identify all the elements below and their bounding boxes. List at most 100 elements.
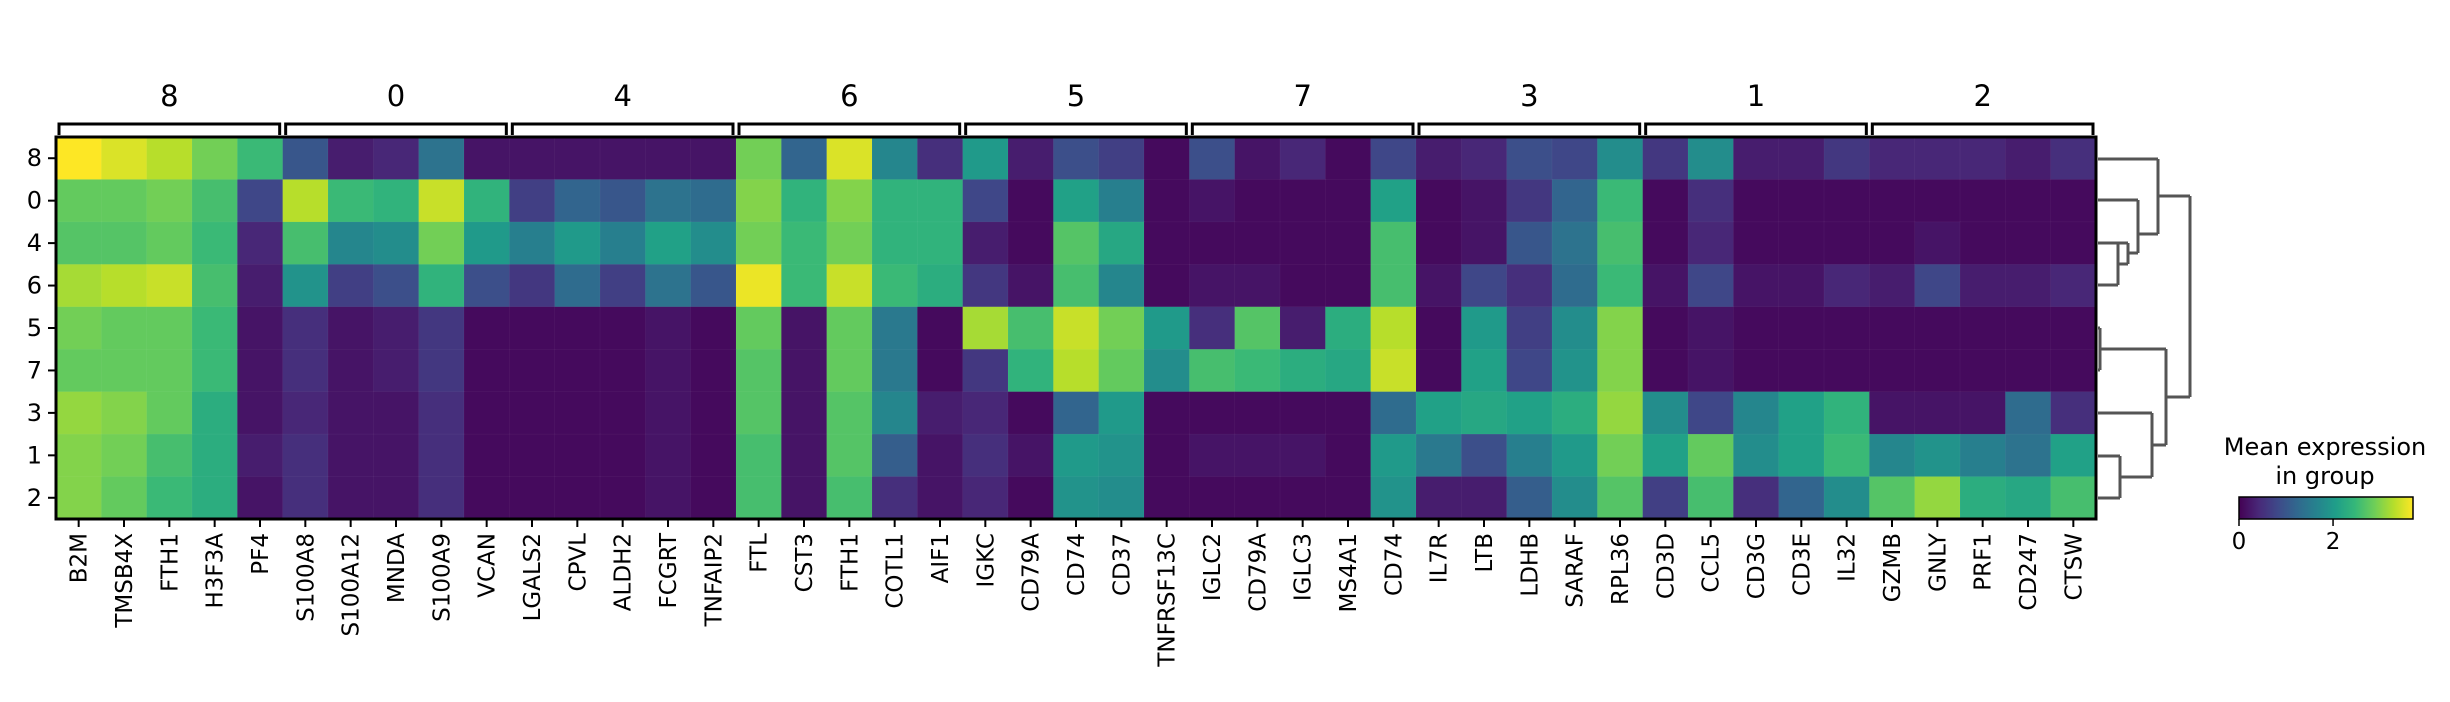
group-label: 1: [1747, 79, 1765, 113]
heatmap-cell: [418, 136, 465, 181]
heatmap-cell: [1687, 391, 1735, 435]
heatmap-cell: [327, 179, 375, 223]
heatmap-cell: [1687, 179, 1735, 223]
heatmap-cell: [554, 348, 601, 393]
heatmap-cell: [282, 136, 329, 181]
heatmap-cell: [645, 221, 692, 266]
heatmap-cell: [1642, 264, 1689, 308]
column-label: S100A12: [339, 533, 365, 637]
heatmap-cell: [1234, 348, 1281, 393]
heatmap-cell: [1551, 433, 1599, 478]
column-label: LTB: [1472, 533, 1498, 572]
column-label: FCGRT: [656, 532, 682, 608]
heatmap-cell: [645, 264, 692, 308]
column-label: IGLC3: [1291, 533, 1317, 601]
group-label: 7: [1293, 79, 1311, 113]
column-label: TNFAIP2: [701, 533, 727, 627]
heatmap-cell: [1143, 306, 1191, 351]
heatmap-cell: [2050, 179, 2097, 223]
heatmap-cell: [373, 348, 420, 393]
heatmap-cell: [1234, 391, 1281, 435]
heatmap-cell: [554, 306, 601, 351]
heatmap-cell: [1053, 221, 1100, 266]
column-label: FTL: [747, 533, 773, 573]
heatmap-cell: [554, 476, 601, 520]
colorbar-tick-label: 2: [2326, 529, 2341, 555]
heatmap-cell: [554, 136, 601, 181]
heatmap-cell: [146, 306, 193, 351]
heatmap-cell: [373, 221, 420, 266]
column-label: IL7R: [1427, 533, 1453, 583]
heatmap-cell: [373, 136, 420, 181]
row-label: 1: [27, 441, 42, 469]
column-label: H3F3A: [203, 533, 229, 609]
heatmap-cell: [781, 221, 828, 266]
column-label: RPL36: [1608, 533, 1634, 605]
heatmap-cell: [463, 348, 511, 393]
column-label: CD74: [1064, 533, 1090, 596]
heatmap-cell: [1098, 348, 1145, 393]
heatmap-cell: [1778, 476, 1825, 520]
heatmap-cell: [1506, 433, 1553, 478]
heatmap-cell: [101, 179, 148, 223]
column-label: GNLY: [1925, 532, 1951, 592]
group-label: 6: [840, 79, 858, 113]
heatmap-cell: [1279, 476, 1327, 520]
heatmap-cell: [101, 476, 148, 520]
heatmap-cell: [2050, 221, 2097, 266]
heatmap-cell: [1551, 306, 1599, 351]
heatmap-cell: [781, 264, 828, 308]
heatmap-cells: [55, 136, 2097, 520]
heatmap-cell: [373, 433, 420, 478]
heatmap-cell: [599, 433, 647, 478]
heatmap-cell: [1823, 221, 1871, 266]
column-label: CST3: [792, 533, 818, 592]
heatmap-cell: [1733, 476, 1780, 520]
colorbar-title-line1: Mean expression: [2224, 433, 2426, 461]
group-label: 4: [613, 79, 631, 113]
heatmap-cell: [1098, 433, 1145, 478]
heatmap-cell: [962, 264, 1009, 308]
heatmap-cell: [237, 221, 284, 266]
heatmap-cell: [781, 391, 828, 435]
heatmap-cell: [962, 221, 1009, 266]
heatmap-cell: [1370, 433, 1417, 478]
column-label: CD79A: [1019, 533, 1045, 612]
heatmap-cell: [1642, 179, 1689, 223]
heatmap-cell: [237, 179, 284, 223]
heatmap-cell: [2005, 433, 2052, 478]
heatmap-cell: [1687, 136, 1735, 181]
heatmap-cell: [599, 306, 647, 351]
heatmap-cell: [917, 179, 964, 223]
heatmap-cell: [1687, 476, 1735, 520]
heatmap-cell: [191, 264, 239, 308]
heatmap-cell: [1279, 306, 1327, 351]
heatmap-cell: [1007, 391, 1055, 435]
heatmap-cell: [1098, 264, 1145, 308]
heatmap-cell: [735, 433, 783, 478]
heatmap-cell: [327, 348, 375, 393]
column-label: COTL1: [883, 533, 909, 609]
heatmap-cell: [1914, 476, 1961, 520]
heatmap-cell: [599, 264, 647, 308]
heatmap-cell: [781, 476, 828, 520]
heatmap-cell: [1053, 136, 1100, 181]
heatmap-cell: [101, 221, 148, 266]
colorbar-title-line2: in group: [2275, 462, 2374, 490]
heatmap-cell: [962, 433, 1009, 478]
heatmap-cell: [146, 476, 193, 520]
group-label: 8: [160, 79, 178, 113]
row-label: 4: [27, 229, 42, 257]
heatmap-cell: [1778, 433, 1825, 478]
heatmap-cell: [191, 221, 239, 266]
heatmap-cell: [1959, 476, 2007, 520]
heatmap-cell: [101, 348, 148, 393]
group-bracket: [964, 122, 1188, 135]
heatmap-cell: [1325, 306, 1372, 351]
heatmap-cell: [237, 306, 284, 351]
column-label: LGALS2: [520, 533, 546, 621]
heatmap-cell: [327, 476, 375, 520]
heatmap-cell: [1461, 348, 1508, 393]
heatmap-cell: [191, 433, 239, 478]
